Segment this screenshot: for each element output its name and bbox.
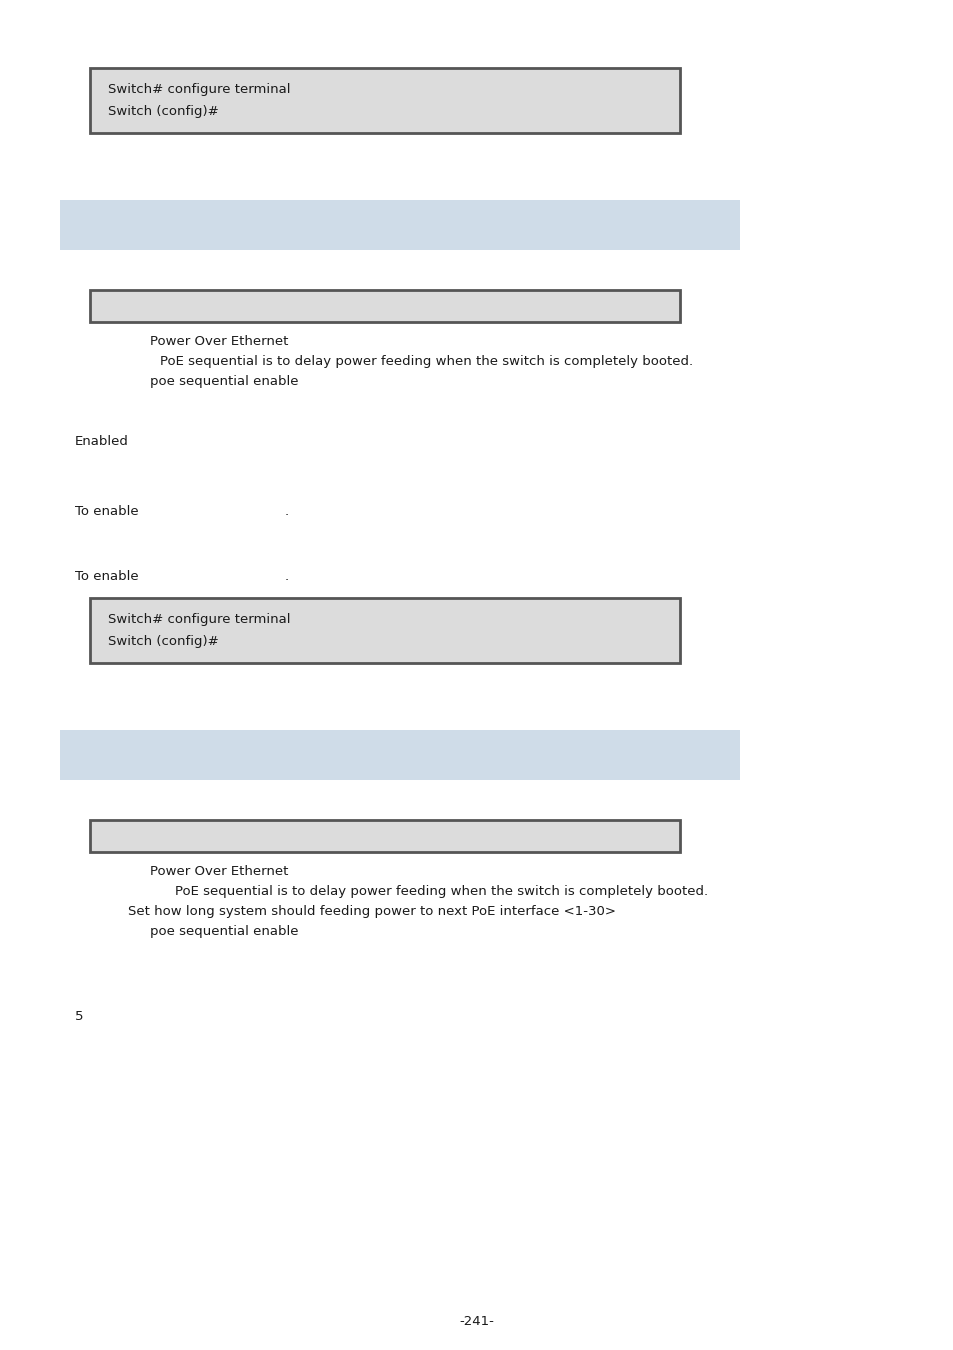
Bar [90,68,679,134]
Text: PoE sequential is to delay power feeding when the switch is completely booted.: PoE sequential is to delay power feeding… [160,355,693,369]
Text: Switch (config)#: Switch (config)# [108,105,218,117]
Bar [60,730,740,780]
Text: To enable: To enable [75,505,138,518]
Bar [90,598,679,663]
Text: Power Over Ethernet: Power Over Ethernet [150,865,288,878]
Bar [60,200,740,250]
Bar [90,819,679,852]
Text: To enable: To enable [75,570,138,583]
Text: .: . [285,570,289,583]
Text: 5: 5 [75,1010,84,1023]
Text: .: . [285,505,289,518]
Text: Switch# configure terminal: Switch# configure terminal [108,613,291,626]
Text: Switch# configure terminal: Switch# configure terminal [108,82,291,96]
Text: -241-: -241- [459,1315,494,1328]
Bar [90,290,679,323]
Text: Switch (config)#: Switch (config)# [108,634,218,648]
Text: poe sequential enable: poe sequential enable [150,375,298,387]
Text: poe sequential enable: poe sequential enable [150,925,298,938]
Text: PoE sequential is to delay power feeding when the switch is completely booted.: PoE sequential is to delay power feeding… [174,886,707,898]
Text: Enabled: Enabled [75,435,129,448]
Text: Power Over Ethernet: Power Over Ethernet [150,335,288,348]
Text: Set how long system should feeding power to next PoE interface <1-30>: Set how long system should feeding power… [128,904,616,918]
